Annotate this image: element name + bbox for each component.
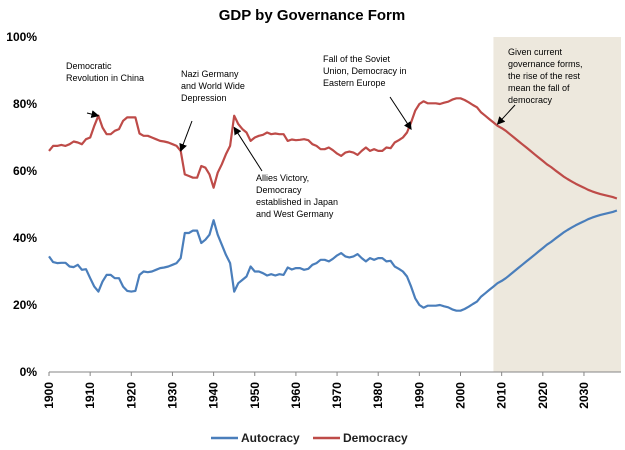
y-tick-label: 80% <box>13 97 37 111</box>
series-line-democracy <box>48 97 618 200</box>
annotation-text: governance forms, <box>508 59 583 69</box>
x-tick-label: 1930 <box>165 382 179 409</box>
annotation: Given current governance forms, the rise o… <box>496 47 583 125</box>
annotation-text: and West Germany <box>256 209 334 219</box>
annotation-text: Fall of the Soviet <box>323 54 391 64</box>
series-line-autocracy <box>48 209 618 312</box>
x-tick-label: 1940 <box>207 382 221 409</box>
annotation-text: and World Wide <box>181 81 245 91</box>
x-tick-label: 2000 <box>454 382 468 409</box>
annotation-text: Eastern Europe <box>323 78 386 88</box>
annotation-text: established in Japan <box>256 197 338 207</box>
y-tick-label: 0% <box>20 365 38 379</box>
annotation: Allies Victory, Democracy established in J… <box>233 126 338 219</box>
annotation-arrow <box>179 120 193 152</box>
annotation-arrow <box>389 96 412 130</box>
annotation-text: Union, Democracy in <box>323 66 407 76</box>
annotation-arrow <box>86 110 100 118</box>
x-tick-label: 2010 <box>495 382 509 409</box>
annotation: Fall of the Soviet Union, Democracy in Eas… <box>323 54 412 130</box>
x-tick-label: 1910 <box>83 382 97 409</box>
annotation-text: mean the fall of <box>508 83 570 93</box>
x-tick-label: 1950 <box>248 382 262 409</box>
annotation-text: Given current <box>508 47 563 57</box>
x-tick-label: 1980 <box>371 382 385 409</box>
annotation-layer: Democratic Revolution in China Nazi German… <box>66 47 583 219</box>
chart-title: GDP by Governance Form <box>219 7 405 24</box>
y-axis-ticks: 0% 20% 40% 60% 80% 100% <box>6 30 37 379</box>
forecast-shaded-region <box>493 37 621 372</box>
legend-label-autocracy: Autocracy <box>241 431 300 445</box>
x-axis-ticks: 1900 1910 1920 1930 1940 1950 1960 1970 1980 1990… <box>42 372 591 409</box>
x-tick-label: 1990 <box>412 382 426 409</box>
annotation-text: Allies Victory, <box>256 173 309 183</box>
annotation-text: Depression <box>181 93 227 103</box>
annotation-arrow <box>496 104 516 125</box>
annotation: Nazi Germany and World Wide Depression <box>179 69 245 152</box>
y-tick-label: 20% <box>13 298 37 312</box>
x-tick-label: 2020 <box>536 382 550 409</box>
x-tick-label: 1960 <box>289 382 303 409</box>
annotation: Democratic Revolution in China <box>66 61 144 118</box>
x-tick-label: 2030 <box>577 382 591 409</box>
annotation-text: Nazi Germany <box>181 69 239 79</box>
annotation-arrow <box>233 126 263 172</box>
annotation-text: democracy <box>508 95 553 105</box>
annotation-text: Revolution in China <box>66 73 144 83</box>
x-tick-label: 1900 <box>42 382 56 409</box>
y-tick-label: 100% <box>6 30 37 44</box>
annotation-text: Democratic <box>66 61 112 71</box>
x-tick-label: 1920 <box>124 382 138 409</box>
series-layer <box>48 97 618 312</box>
annotation-text: Democracy <box>256 185 302 195</box>
y-tick-label: 60% <box>13 164 37 178</box>
chart-legend: Autocracy Democracy <box>211 431 408 445</box>
y-tick-label: 40% <box>13 231 37 245</box>
annotation-text: the rise of the rest <box>508 71 581 81</box>
x-tick-label: 1970 <box>330 382 344 409</box>
legend-label-democracy: Democracy <box>343 431 408 445</box>
